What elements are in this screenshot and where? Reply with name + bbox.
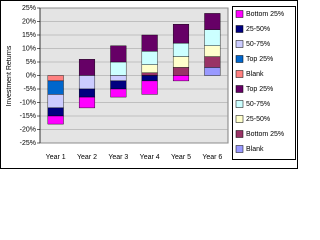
legend-label: Blank: [246, 146, 264, 153]
bar-segment: [141, 72, 158, 76]
bar-segment: [141, 34, 158, 52]
bar-segment: [141, 64, 158, 73]
bar-segment: [172, 24, 190, 44]
bar-segment: [110, 45, 127, 63]
chart: Investment Returns -25% -20% -15% -10% -5% 0%…: [0, 0, 298, 169]
bar-segment: [47, 107, 64, 117]
bar-segment: [172, 42, 190, 57]
y-tick-label: -5%: [24, 86, 36, 93]
bar-segment: [204, 45, 221, 57]
legend-swatch: [235, 40, 244, 48]
legend-swatch: [235, 85, 244, 93]
bar-segment: [78, 88, 96, 98]
y-tick-label: -20%: [20, 126, 36, 133]
bar-segment: [141, 51, 158, 65]
bar-segment: [110, 61, 127, 76]
y-tick-label: 10%: [22, 45, 36, 52]
x-tick-label: Year 3: [108, 154, 128, 161]
bar-segment: [204, 67, 221, 76]
x-tick-label: Year 5: [171, 154, 191, 161]
legend-label: Blank: [246, 71, 264, 78]
bar-segment: [110, 75, 127, 82]
x-tick-label: Year 4: [140, 154, 160, 161]
x-tick-label: Year 2: [77, 154, 97, 161]
y-axis-title: Investment Returns: [6, 45, 13, 106]
bar-segment: [204, 29, 221, 47]
y-tick-label: 5%: [26, 59, 36, 66]
legend-swatch: [235, 115, 244, 123]
bar-segment: [78, 96, 96, 109]
y-tick-label: -15%: [20, 113, 36, 120]
bar-segment: [204, 13, 221, 30]
legend-label: Top 25%: [246, 56, 273, 63]
legend-swatch: [235, 55, 244, 63]
legend-swatch: [235, 145, 244, 153]
bar-segment: [110, 80, 127, 90]
bar-segment: [47, 94, 64, 109]
y-tick-label: 25%: [22, 5, 36, 12]
bar-segment: [204, 56, 221, 68]
bar-segment: [47, 75, 64, 82]
bar-segment: [172, 75, 190, 82]
y-tick-label: -10%: [20, 99, 36, 106]
legend-swatch: [235, 10, 244, 18]
legend-swatch: [235, 130, 244, 138]
legend-swatch: [235, 100, 244, 108]
bar-segment: [172, 67, 190, 76]
bar-segment: [172, 56, 190, 68]
legend-label: 25-50%: [246, 116, 270, 123]
legend-label: 50-75%: [246, 101, 270, 108]
bar-segment: [47, 80, 64, 95]
legend-label: Bottom 25%: [246, 11, 284, 18]
y-tick-label: 15%: [22, 32, 36, 39]
legend-swatch: [235, 25, 244, 33]
bar-segment: [78, 59, 96, 76]
y-tick-label: 0%: [26, 72, 36, 79]
legend-label: Top 25%: [246, 86, 273, 93]
legend-label: Bottom 25%: [246, 131, 284, 138]
bar-segment: [47, 115, 64, 125]
bar-segment: [110, 88, 127, 98]
x-tick-label: Year 6: [202, 154, 222, 161]
y-tick-label: 20%: [22, 18, 36, 25]
legend-label: 25-50%: [246, 26, 270, 33]
bar-segment: [78, 75, 96, 90]
bar-segment: [141, 75, 158, 82]
y-tick-label: -25%: [20, 140, 36, 147]
legend-swatch: [235, 70, 244, 78]
x-tick-label: Year 1: [46, 154, 66, 161]
legend-label: 50-75%: [246, 41, 270, 48]
bar-segment: [141, 80, 158, 95]
